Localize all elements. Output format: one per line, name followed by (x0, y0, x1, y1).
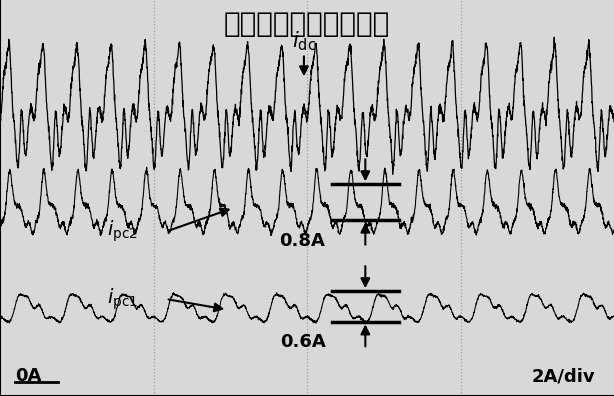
Text: $i_{\mathrm{pc1}}$: $i_{\mathrm{pc1}}$ (107, 286, 138, 312)
Text: 三电平特定谐波消除法: 三电平特定谐波消除法 (224, 10, 390, 38)
Text: 0.8A: 0.8A (279, 232, 325, 249)
Text: 2A/div: 2A/div (532, 367, 596, 385)
Text: $i_{\mathrm{dc}}$: $i_{\mathrm{dc}}$ (292, 30, 316, 53)
Text: $i_{\mathrm{pc2}}$: $i_{\mathrm{pc2}}$ (107, 219, 138, 244)
Text: 0A: 0A (15, 367, 42, 385)
Text: 0.6A: 0.6A (279, 333, 325, 351)
